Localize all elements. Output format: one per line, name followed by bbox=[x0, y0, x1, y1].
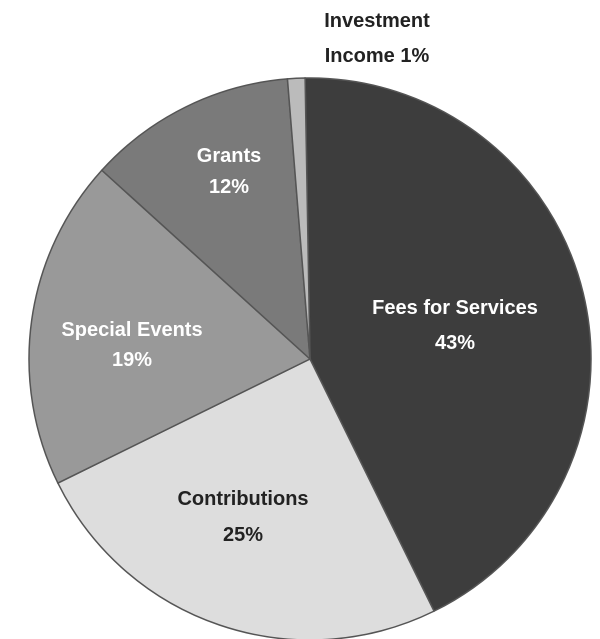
slice-contributions bbox=[56, 357, 436, 639]
slice-special-events bbox=[28, 169, 312, 485]
slice-label-special-events: Special Events bbox=[61, 319, 202, 341]
slice-grants bbox=[100, 78, 311, 361]
slice-label-grants: Grants bbox=[197, 145, 261, 167]
investment-income-label-line1: Investment bbox=[324, 10, 430, 32]
slice-percent-contributions: 25% bbox=[223, 524, 263, 546]
slice-fees-for-services bbox=[304, 77, 592, 613]
pie-labels: Fees for Services 43% Contributions 25% Spec… bbox=[61, 145, 537, 546]
slice-percent-grants: 12% bbox=[209, 176, 249, 198]
pie-slices bbox=[28, 77, 592, 639]
slice-investment-income-1 bbox=[286, 77, 311, 360]
slice-label-fees-for-services: Fees for Services bbox=[372, 297, 538, 319]
slice-percent-fees-for-services: 43% bbox=[435, 332, 475, 354]
slice-label-contributions: Contributions bbox=[177, 488, 308, 510]
slice-percent-special-events: 19% bbox=[112, 349, 152, 371]
investment-income-label-line2: Income 1% bbox=[325, 45, 430, 67]
